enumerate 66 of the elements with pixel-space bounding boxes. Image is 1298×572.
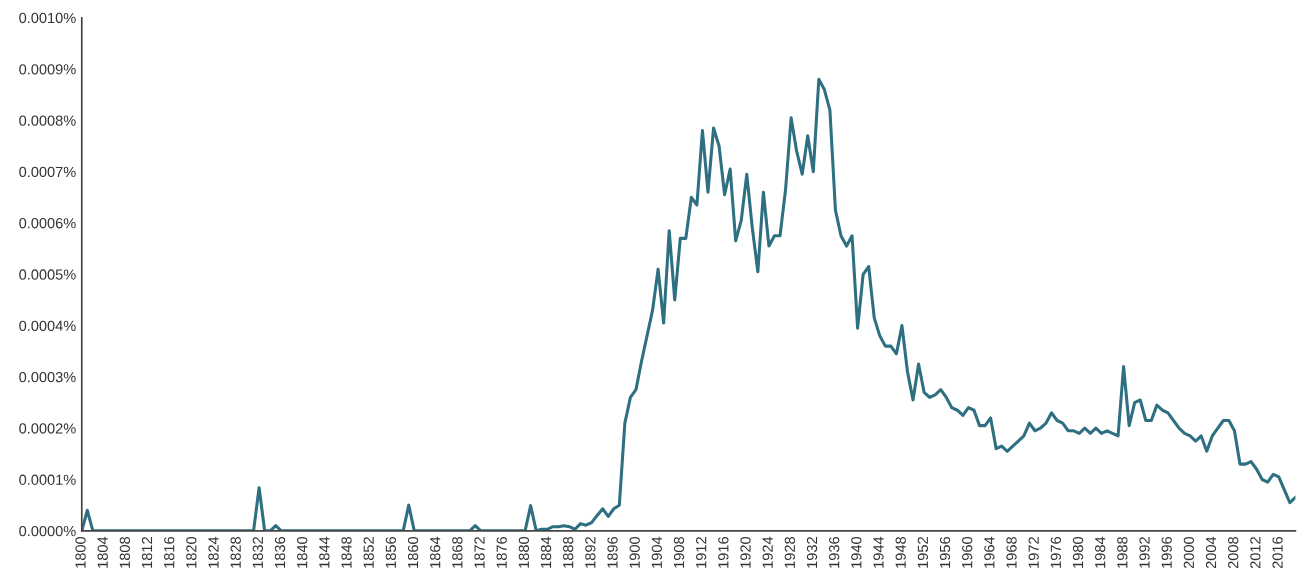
x-tick-label: 1852 — [363, 537, 374, 568]
x-tick-label: 1812 — [141, 537, 153, 568]
y-tick-label: 0.0000% — [19, 525, 76, 537]
y-tick-label: 0.0004% — [19, 320, 76, 332]
x-tick-label: 1856 — [385, 537, 397, 568]
x-tick-label: 1896 — [607, 537, 618, 568]
x-tick-label: 1800 — [75, 536, 86, 568]
x-tick-label: 1840 — [297, 536, 308, 568]
x-tick-label: 1904 — [651, 536, 663, 568]
x-tick-label: 1932 — [806, 537, 818, 568]
x-tick-label: 1864 — [430, 536, 441, 568]
x-tick-label: 1992 — [1139, 537, 1150, 568]
y-tick-label: 0.0009% — [19, 64, 76, 75]
x-tick-label: 1916 — [718, 537, 729, 568]
x-tick-label: 1888 — [563, 537, 574, 568]
y-tick-label: 0.0007% — [19, 166, 76, 178]
x-tick-label: 1996 — [1161, 537, 1172, 568]
x-tick-label: 1972 — [1028, 537, 1039, 568]
x-tick-label: 1900 — [629, 536, 640, 568]
x-tick-label: 2000 — [1183, 536, 1195, 569]
x-tick-label: 1876 — [496, 537, 507, 568]
x-tick-label: 1860 — [407, 536, 419, 568]
x-tick-label: 1968 — [1006, 537, 1017, 568]
x-tick-label: 1816 — [164, 537, 175, 568]
y-tick-label: 0.0010% — [19, 12, 76, 24]
x-tick-label: 1868 — [452, 537, 463, 568]
x-tick-label: 1952 — [917, 537, 929, 568]
x-tick-label: 1940 — [851, 536, 862, 568]
x-tick-label: 1988 — [1117, 537, 1128, 568]
y-tick-label: 0.0006% — [19, 218, 76, 229]
y-tick-label: 0.0008% — [19, 115, 76, 126]
x-tick-label: 1912 — [696, 537, 707, 568]
y-tick-label: 0.0001% — [19, 474, 76, 485]
x-tick-label: 1844 — [319, 536, 330, 568]
x-tick-label: 2008 — [1228, 537, 1239, 569]
x-tick-label: 2012 — [1250, 537, 1261, 569]
x-tick-label: 1892 — [585, 537, 596, 568]
y-tick-label: 0.0003% — [19, 371, 76, 383]
x-tick-label: 1944 — [873, 536, 884, 568]
x-tick-label: 1948 — [895, 537, 906, 568]
y-tick-label: 0.0005% — [19, 269, 76, 280]
x-tick-label: 1848 — [341, 537, 352, 568]
x-tick-label: 2004 — [1205, 536, 1217, 569]
x-tick-label: 1936 — [829, 537, 840, 568]
x-tick-label: 1956 — [939, 537, 951, 568]
x-tick-label: 2016 — [1272, 537, 1283, 569]
x-tick-label: 1880 — [518, 536, 530, 568]
x-tick-label: 1960 — [962, 536, 973, 568]
x-tick-label: 1820 — [186, 536, 197, 568]
x-tick-label: 1836 — [274, 537, 286, 568]
y-tick-label: 0.0002% — [19, 423, 76, 434]
x-tick-label: 1908 — [673, 537, 685, 568]
x-tick-label: 1964 — [984, 536, 995, 568]
x-tick-label: 1920 — [740, 536, 751, 568]
x-tick-label: 1884 — [540, 536, 552, 568]
x-tick-label: 1976 — [1050, 537, 1062, 568]
x-tick-label: 1984 — [1095, 536, 1106, 568]
x-tick-label: 1980 — [1072, 536, 1084, 568]
x-tick-label: 1824 — [208, 536, 219, 568]
x-tick-label: 1808 — [119, 537, 131, 568]
x-tick-label: 1804 — [97, 536, 108, 568]
x-tick-label: 1872 — [474, 537, 485, 568]
x-tick-label: 1832 — [252, 537, 264, 568]
x-tick-label: 1828 — [230, 537, 241, 568]
x-tick-label: 1924 — [762, 536, 773, 568]
x-tick-label: 1928 — [784, 537, 796, 568]
